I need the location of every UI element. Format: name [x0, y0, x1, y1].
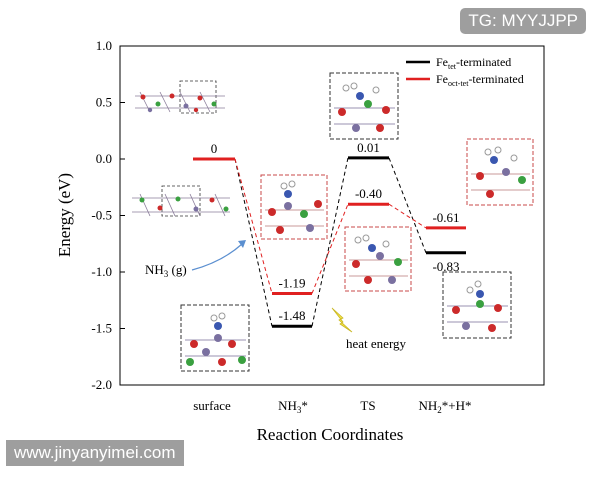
category-label-nh2h: NH2*+H*	[418, 398, 471, 415]
structure-surface-nh3-image	[180, 304, 250, 372]
category-label-ts: TS	[360, 398, 375, 413]
y-axis: 1.0 0.5 0.0 -0.5 -1.0 -1.5 -2.0	[91, 38, 125, 392]
surface-slab-bottom-image	[132, 185, 230, 217]
structure-ts-bottom-image	[344, 226, 412, 292]
connector-lines	[234, 157, 427, 327]
connector-line-tet	[388, 157, 427, 253]
legend-label-oct: Feoct-tet-terminated	[436, 72, 524, 88]
watermark-bottom: www.jinyanyimei.com	[6, 440, 184, 466]
y-tick-label: -2.0	[91, 377, 112, 392]
structure-nh2h-bottom-image	[442, 271, 512, 339]
y-tick-label: 0.5	[96, 95, 112, 110]
data-label: 0.01	[357, 140, 380, 155]
data-label: 0	[211, 141, 218, 156]
connector-line-oct	[388, 203, 427, 229]
connector-line-tet	[234, 158, 273, 327]
structure-nh2h-top-image	[466, 138, 534, 206]
annotation-nh3-gas: NH3 (g)	[145, 262, 187, 279]
surface-slab-top-image	[135, 80, 225, 114]
y-tick-label: 0.0	[96, 151, 112, 166]
watermark-top: TG: MYYJJPP	[460, 8, 586, 34]
data-label: -1.48	[278, 308, 305, 323]
lightning-icon	[331, 307, 353, 333]
y-tick-label: 1.0	[96, 38, 112, 53]
structure-ts-top-image	[329, 72, 399, 140]
plot-frame	[119, 45, 545, 386]
nh3-arrow-head-icon	[238, 240, 246, 248]
legend: Fetet-terminated Feoct-tet-terminated	[406, 55, 524, 88]
connector-line-oct	[311, 204, 349, 294]
y-tick-label: -0.5	[91, 208, 112, 223]
annotation-heat-energy: heat energy	[346, 336, 407, 351]
y-axis-title: Energy (eV)	[55, 173, 74, 257]
energy-levels: -1.48 0.01 -0.83 0 -1.19 -0.40 -0.61	[193, 140, 466, 328]
y-tick-label: -1.0	[91, 264, 112, 279]
data-label: -0.61	[432, 210, 459, 225]
structure-nh3-adsorbed-image	[260, 174, 328, 240]
connector-line-tet	[311, 157, 349, 327]
data-label: -1.19	[278, 275, 305, 290]
category-label-surface: surface	[193, 398, 231, 413]
category-label-nh3: NH3*	[278, 398, 308, 415]
data-label: -0.40	[355, 186, 382, 201]
x-axis-title: Reaction Coordinates	[257, 425, 404, 444]
data-label: -0.83	[432, 259, 459, 274]
connector-line-oct	[234, 158, 273, 294]
y-tick-label: -1.5	[91, 321, 112, 336]
nh3-arrow	[191, 243, 243, 271]
legend-label-tet: Fetet-terminated	[436, 55, 511, 71]
